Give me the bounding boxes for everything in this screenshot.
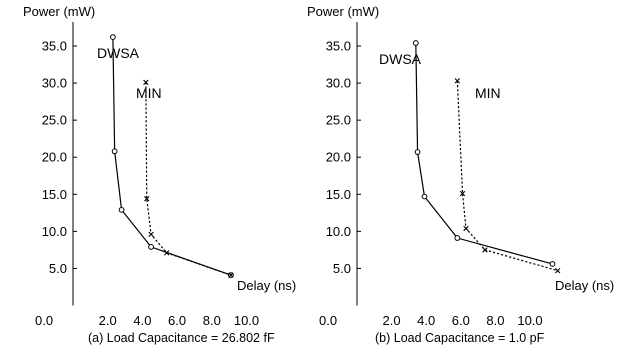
data-point-dwsa [110,34,116,41]
y-tick-label: 25.0 [326,113,351,128]
data-point-min [463,225,469,232]
x-tick-label: 10.0 [234,313,259,328]
data-point-dwsa [421,193,428,200]
chart-panel-b: Power (mW) 5.0 10.0 15.0 20.0 25.0 30.0 35.0 2.0… [307,4,614,345]
y-tick-label: 10.0 [326,224,351,239]
x-tick-label: 4.0 [417,313,435,328]
y-tick-label: 35.0 [326,39,351,54]
y-tick-label: 15.0 [326,187,351,202]
data-point-dwsa [148,244,154,250]
x-tick-label: 4.0 [133,313,151,328]
origin-label: 0.0 [35,313,53,328]
data-point-min [459,190,466,197]
y-tick-label: 15.0 [42,187,67,202]
y-tick-label: 5.0 [333,261,351,276]
data-point-min [482,247,488,253]
y-axis-label: Power (mW) [23,4,95,19]
y-tick-label: 25.0 [42,113,67,128]
data-point-dwsa [111,148,118,155]
series-label-min: MIN [475,85,501,101]
y-tick-label: 5.0 [49,261,67,276]
x-tick-label: 2.0 [383,313,401,328]
data-point-min [144,196,150,202]
series-line-dwsa [415,43,553,265]
x-tick-label: 2.0 [99,313,117,328]
data-point-min [228,272,234,278]
data-point-dwsa [414,149,421,155]
y-axis-label: Power (mW) [307,4,379,19]
data-point-dwsa [549,261,556,267]
y-tick-label: 30.0 [326,76,351,91]
panel-caption: (a) Load Capacitance = 26.802 fF [88,331,275,345]
y-tick-label: 30.0 [42,76,67,91]
data-point-dwsa [412,40,419,46]
origin-label: 0.0 [319,313,337,328]
series-line-min [145,82,232,276]
x-tick-label: 6.0 [168,313,186,328]
series-label-dwsa: DWSA [97,45,140,61]
x-axis-label: Delay (ns) [237,278,296,293]
data-point-dwsa [454,235,461,241]
data-point-dwsa [118,206,125,213]
x-tick-label: 8.0 [203,313,221,328]
data-point-min [164,250,170,256]
chart-panel-a: Power (mW) 5.0 10.0 15.0 20.0 25.0 30.0 35.0 2.0… [23,4,296,345]
x-tick-label: 10.0 [517,313,542,328]
series-line-dwsa [112,37,232,276]
data-point-min [143,79,149,86]
series-label-dwsa: DWSA [379,51,422,67]
data-point-min [554,267,561,274]
x-tick-label: 6.0 [452,313,470,328]
x-tick-label: 8.0 [486,313,504,328]
panel-caption: (b) Load Capacitance = 1.0 pF [375,331,545,345]
y-tick-label: 10.0 [42,224,67,239]
y-tick-label: 20.0 [42,150,67,165]
data-point-min [148,231,154,238]
x-axis-label: Delay (ns) [555,278,614,293]
y-tick-label: 20.0 [326,150,351,165]
y-tick-label: 35.0 [42,39,67,54]
series-label-min: MIN [136,85,162,101]
data-point-min [454,78,461,84]
